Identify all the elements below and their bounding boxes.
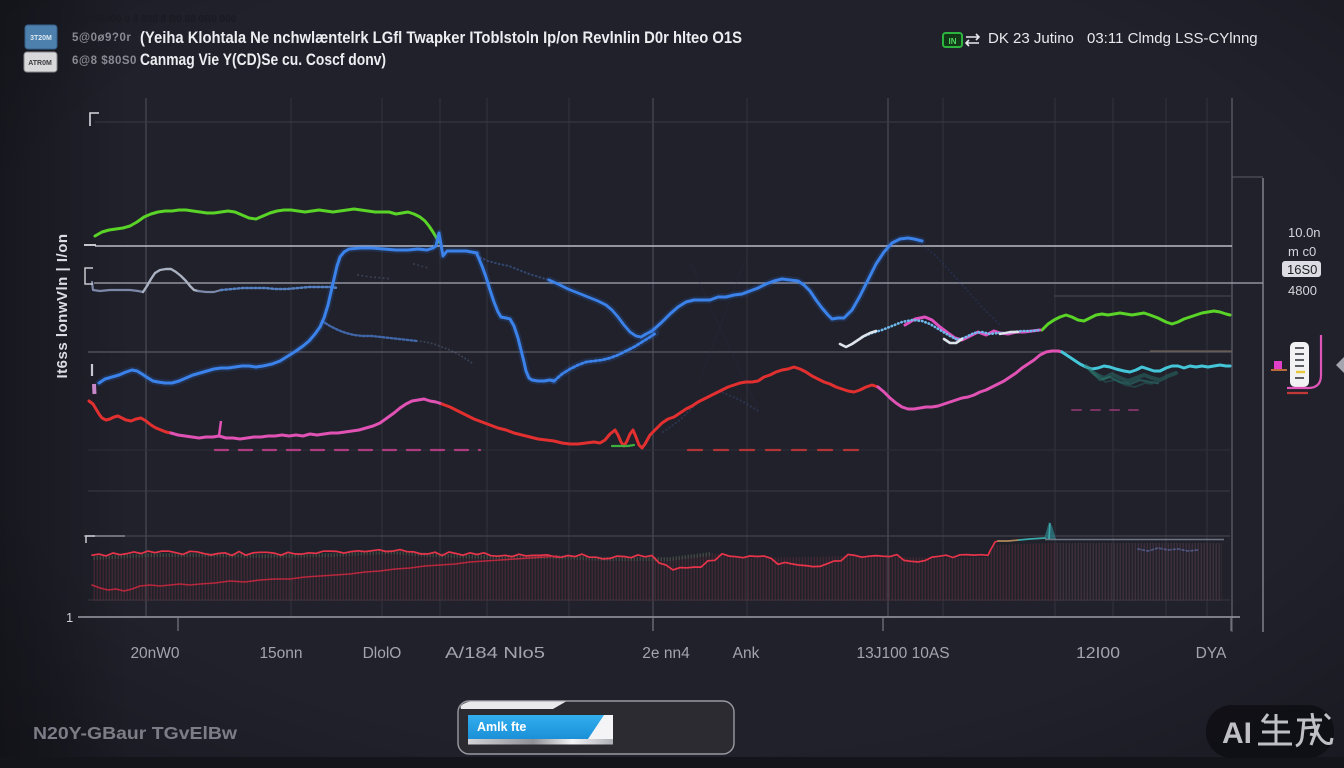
svg-text:A/184 Nlo5: A/184 Nlo5 (445, 645, 545, 662)
svg-text:2e nn4: 2e nn4 (642, 645, 690, 662)
svg-text:16S0: 16S0 (1287, 262, 1317, 277)
svg-text:38800 BB000 0 8 800 8 B0 88: 38800 BB000 0 8 800 8 B0 88 0B0 000 (60, 14, 237, 25)
svg-text:4800: 4800 (1288, 283, 1317, 298)
svg-text:ATR0M: ATR0M (28, 60, 52, 67)
svg-text:12I00: 12I00 (1076, 645, 1120, 662)
svg-text:DYA: DYA (1196, 645, 1227, 662)
svg-text:5@0ø9?0r: 5@0ø9?0r (72, 32, 131, 44)
svg-text:N20Y-GBaur TGvElBw: N20Y-GBaur TGvElBw (33, 723, 237, 743)
svg-text:DK 23 Jutino: DK 23 Jutino (988, 30, 1074, 47)
svg-text:Canmag Vie Y(CD)Se cu. Coscf d: Canmag Vie Y(CD)Se cu. Coscf donv) (140, 50, 386, 69)
svg-text:13J100 10AS: 13J100 10AS (856, 645, 949, 662)
svg-text:1: 1 (66, 610, 73, 625)
svg-text:15onn: 15onn (259, 645, 302, 662)
svg-text:It6ss lonwVln | I/on: It6ss lonwVln | I/on (54, 233, 71, 378)
svg-text:m c0: m c0 (1288, 244, 1316, 259)
svg-text:20nW0: 20nW0 (130, 645, 179, 662)
svg-text:6@8 $80S0: 6@8 $80S0 (72, 55, 137, 67)
svg-text:(Yeiha Klohtala Ne nchwlæntelr: (Yeiha Klohtala Ne nchwlæntelrk LGfl Twa… (140, 28, 742, 47)
svg-text:3T20M: 3T20M (30, 35, 52, 42)
svg-text:DlolO: DlolO (363, 645, 402, 662)
svg-text:Ank: Ank (733, 645, 760, 662)
svg-text:10.0n: 10.0n (1288, 225, 1321, 240)
svg-text:IN: IN (949, 37, 957, 46)
svg-text:Amlk fte: Amlk fte (477, 720, 526, 734)
svg-text:AI: AI (1222, 717, 1252, 750)
svg-text:03:11 Clmdg LSS-CYlnng: 03:11 Clmdg LSS-CYlnng (1087, 30, 1258, 47)
